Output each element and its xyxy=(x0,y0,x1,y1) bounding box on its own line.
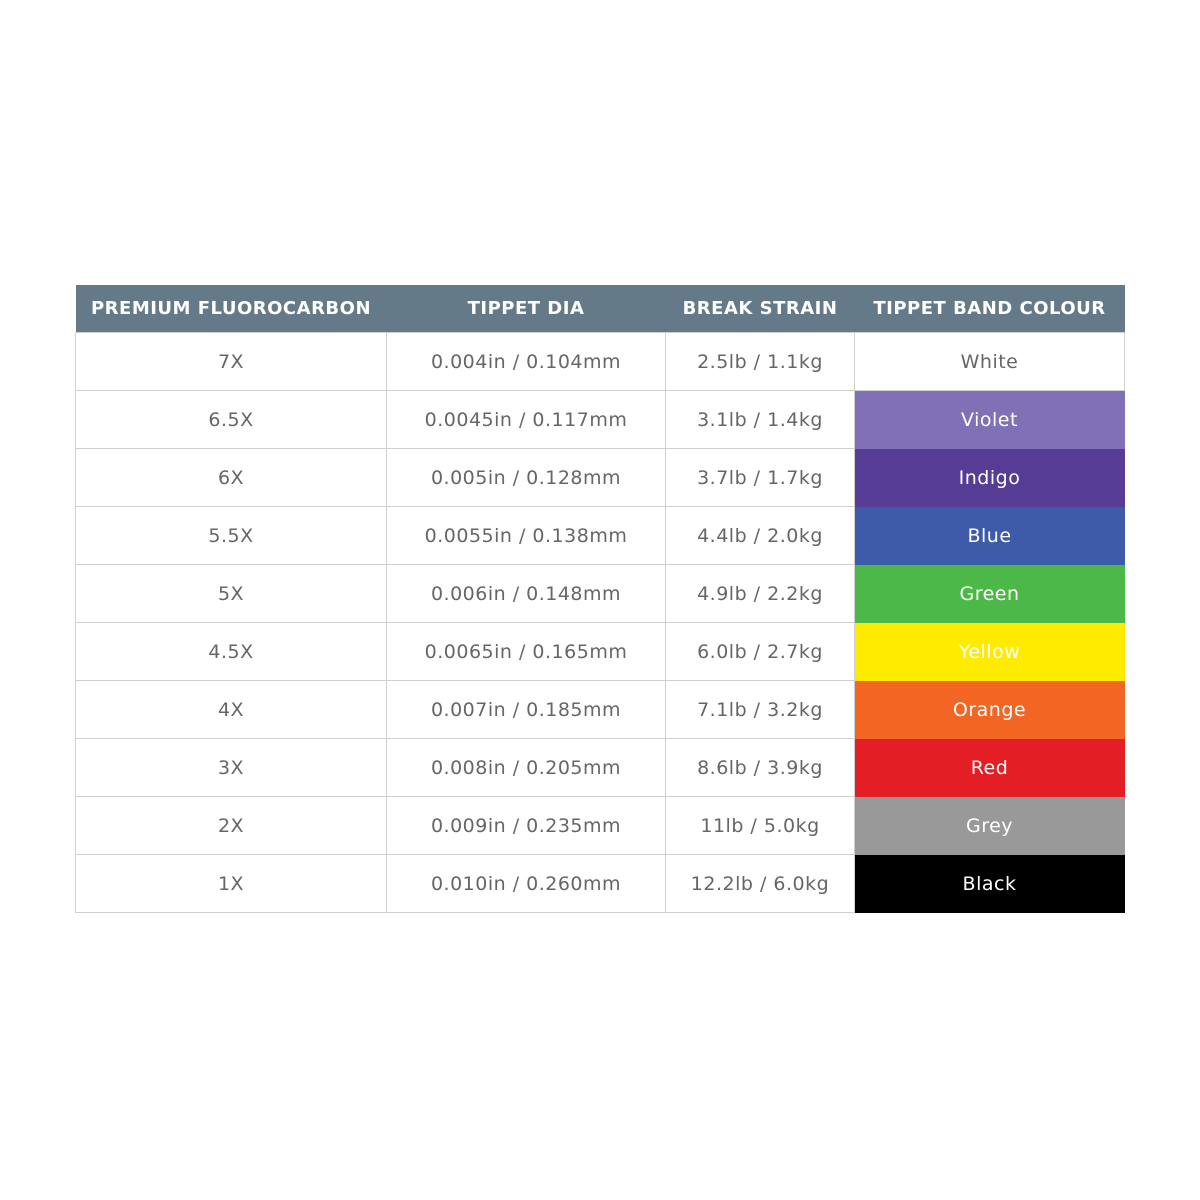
table-row: 4.5X 0.0065in / 0.165mm 6.0lb / 2.7kg Yello… xyxy=(75,622,1125,681)
band-colour-cell: Indigo xyxy=(854,448,1125,507)
table-cell: 0.004in / 0.104mm xyxy=(386,332,666,391)
table-body: 7X 0.004in / 0.104mm 2.5lb / 1.1kg White 6.5… xyxy=(75,332,1125,913)
table-cell: 7X xyxy=(75,332,387,391)
band-colour-cell: White xyxy=(854,332,1125,391)
table-row: 5.5X 0.0055in / 0.138mm 4.4lb / 2.0kg Blue xyxy=(75,506,1125,565)
band-colour-cell: Yellow xyxy=(854,622,1125,681)
table-cell: 5X xyxy=(75,564,387,623)
table-row: 5X 0.006in / 0.148mm 4.9lb / 2.2kg Green xyxy=(75,564,1125,623)
table-cell: 4.5X xyxy=(75,622,387,681)
table-cell: 0.006in / 0.148mm xyxy=(386,564,666,623)
header-cell: TIPPET BAND COLOUR xyxy=(854,285,1125,333)
table-row: 7X 0.004in / 0.104mm 2.5lb / 1.1kg White xyxy=(75,332,1125,391)
table-cell: 2.5lb / 1.1kg xyxy=(665,332,855,391)
table-row: 2X 0.009in / 0.235mm 11lb / 5.0kg Grey xyxy=(75,796,1125,855)
table-row: 6X 0.005in / 0.128mm 3.7lb / 1.7kg Indigo xyxy=(75,448,1125,507)
table-row: 1X 0.010in / 0.260mm 12.2lb / 6.0kg Black xyxy=(75,854,1125,913)
table-cell: 6X xyxy=(75,448,387,507)
table-cell: 2X xyxy=(75,796,387,855)
header-cell: TIPPET DIA xyxy=(386,285,666,333)
table-cell: 0.009in / 0.235mm xyxy=(386,796,666,855)
band-colour-cell: Violet xyxy=(854,390,1125,449)
table-cell: 1X xyxy=(75,854,387,913)
band-colour-cell: Black xyxy=(854,854,1125,913)
band-colour-cell: Green xyxy=(854,564,1125,623)
tippet-table: PREMIUM FLUOROCARBON TIPPET DIA BREAK ST… xyxy=(75,285,1125,913)
header-row: PREMIUM FLUOROCARBON TIPPET DIA BREAK ST… xyxy=(75,285,1125,333)
header-cell: BREAK STRAIN xyxy=(665,285,855,333)
band-colour-cell: Grey xyxy=(854,796,1125,855)
table-cell: 7.1lb / 3.2kg xyxy=(665,680,855,739)
table-cell: 0.0055in / 0.138mm xyxy=(386,506,666,565)
band-colour-cell: Red xyxy=(854,738,1125,797)
table-cell: 11lb / 5.0kg xyxy=(665,796,855,855)
table-cell: 0.007in / 0.185mm xyxy=(386,680,666,739)
table-cell: 0.005in / 0.128mm xyxy=(386,448,666,507)
table-cell: 8.6lb / 3.9kg xyxy=(665,738,855,797)
table-cell: 12.2lb / 6.0kg xyxy=(665,854,855,913)
table-cell: 6.5X xyxy=(75,390,387,449)
table-cell: 4.9lb / 2.2kg xyxy=(665,564,855,623)
table-cell: 6.0lb / 2.7kg xyxy=(665,622,855,681)
table-row: 3X 0.008in / 0.205mm 8.6lb / 3.9kg Red xyxy=(75,738,1125,797)
table-cell: 3.1lb / 1.4kg xyxy=(665,390,855,449)
table-row: 6.5X 0.0045in / 0.117mm 3.1lb / 1.4kg Viole… xyxy=(75,390,1125,449)
table-cell: 0.0065in / 0.165mm xyxy=(386,622,666,681)
table-cell: 4X xyxy=(75,680,387,739)
header-cell: PREMIUM FLUOROCARBON xyxy=(75,285,387,333)
band-colour-cell: Blue xyxy=(854,506,1125,565)
table-cell: 3.7lb / 1.7kg xyxy=(665,448,855,507)
table-row: 4X 0.007in / 0.185mm 7.1lb / 3.2kg Orange xyxy=(75,680,1125,739)
table-cell: 4.4lb / 2.0kg xyxy=(665,506,855,565)
table-cell: 3X xyxy=(75,738,387,797)
table-cell: 0.008in / 0.205mm xyxy=(386,738,666,797)
table-cell: 5.5X xyxy=(75,506,387,565)
table-cell: 0.010in / 0.260mm xyxy=(386,854,666,913)
table-cell: 0.0045in / 0.117mm xyxy=(386,390,666,449)
band-colour-cell: Orange xyxy=(854,680,1125,739)
